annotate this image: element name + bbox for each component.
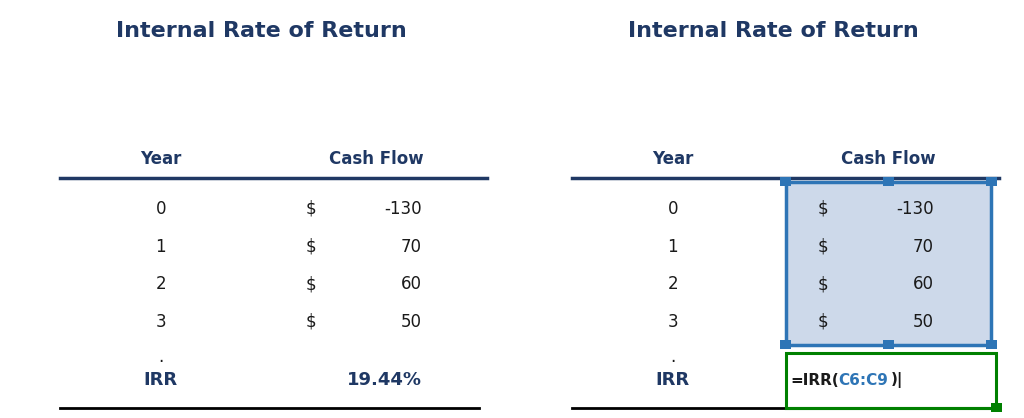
Text: 70: 70 bbox=[400, 237, 422, 256]
Bar bbox=[785, 182, 991, 345]
Text: $: $ bbox=[818, 313, 828, 331]
Text: $: $ bbox=[306, 237, 316, 256]
Bar bbox=[785, 182, 991, 345]
Text: Cash Flow: Cash Flow bbox=[329, 150, 424, 168]
Text: 3: 3 bbox=[156, 313, 166, 331]
Text: Year: Year bbox=[140, 150, 181, 168]
Text: 1: 1 bbox=[668, 237, 678, 256]
Text: 2: 2 bbox=[156, 275, 166, 293]
Bar bbox=[986, 177, 997, 186]
Text: IRR: IRR bbox=[143, 371, 178, 390]
Text: 50: 50 bbox=[400, 313, 422, 331]
Text: )|: )| bbox=[891, 372, 903, 388]
Bar bbox=[991, 403, 1001, 412]
Bar bbox=[780, 177, 792, 186]
Bar bbox=[780, 340, 792, 349]
Text: .: . bbox=[670, 348, 676, 367]
Text: 70: 70 bbox=[912, 237, 934, 256]
Text: 19.44%: 19.44% bbox=[347, 371, 422, 390]
Text: .: . bbox=[158, 348, 164, 367]
Text: 0: 0 bbox=[668, 200, 678, 218]
Text: 60: 60 bbox=[912, 275, 934, 293]
Text: $: $ bbox=[818, 275, 828, 293]
Text: Internal Rate of Return: Internal Rate of Return bbox=[116, 21, 407, 41]
Text: $: $ bbox=[818, 237, 828, 256]
Text: 60: 60 bbox=[400, 275, 422, 293]
Text: $: $ bbox=[818, 200, 828, 218]
Text: $: $ bbox=[306, 313, 316, 331]
Text: 3: 3 bbox=[668, 313, 678, 331]
Text: =IRR(: =IRR( bbox=[791, 373, 840, 388]
Text: 2: 2 bbox=[668, 275, 678, 293]
Text: 50: 50 bbox=[912, 313, 934, 331]
Text: -130: -130 bbox=[896, 200, 934, 218]
Bar bbox=[785, 353, 996, 408]
Bar bbox=[883, 177, 894, 186]
Text: $: $ bbox=[306, 275, 316, 293]
Text: -130: -130 bbox=[384, 200, 422, 218]
Text: IRR: IRR bbox=[655, 371, 690, 390]
Text: Cash Flow: Cash Flow bbox=[841, 150, 936, 168]
Text: 0: 0 bbox=[156, 200, 166, 218]
Bar bbox=[986, 340, 997, 349]
Bar bbox=[883, 340, 894, 349]
Text: $: $ bbox=[306, 200, 316, 218]
Text: C6:C9: C6:C9 bbox=[839, 373, 888, 388]
Text: 1: 1 bbox=[156, 237, 166, 256]
Text: Internal Rate of Return: Internal Rate of Return bbox=[628, 21, 919, 41]
Text: Year: Year bbox=[652, 150, 693, 168]
